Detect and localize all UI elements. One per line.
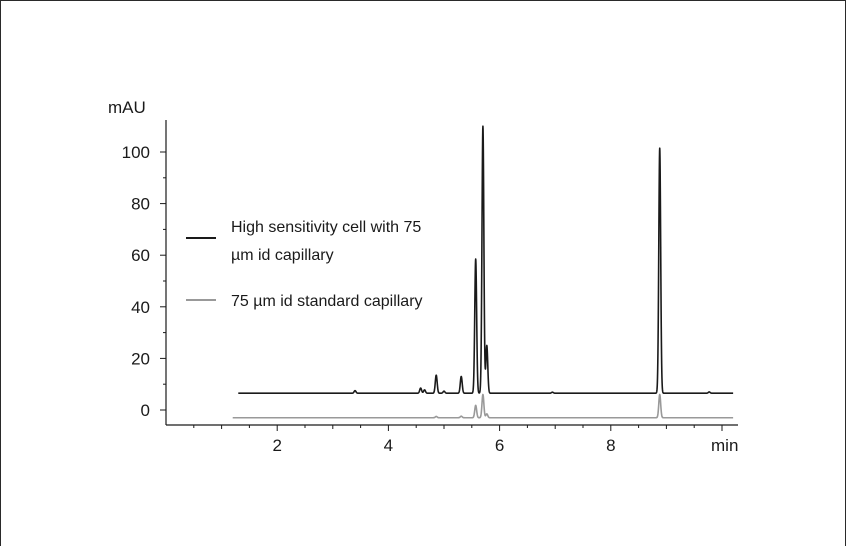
x-tick-label: 2 xyxy=(272,436,281,455)
y-tick-label: 80 xyxy=(131,195,150,214)
y-tick-label: 0 xyxy=(141,401,150,420)
legend-label-high-sensitivity-line2: µm id capillary xyxy=(231,247,334,264)
series-line-high-sensitivity xyxy=(237,125,734,395)
x-axis-label: min xyxy=(711,436,738,455)
y-axis-label: mAU xyxy=(108,98,146,117)
y-tick-label: 100 xyxy=(122,143,150,162)
legend: High sensitivity cell with 75 µm id capi… xyxy=(186,219,423,310)
x-tick-label: 4 xyxy=(384,436,393,455)
series-layer xyxy=(232,125,734,419)
legend-label-high-sensitivity-line1: High sensitivity cell with 75 xyxy=(231,219,421,236)
y-tick-label: 40 xyxy=(131,298,150,317)
series-line-standard-capillary xyxy=(232,393,734,419)
x-tick-label: 6 xyxy=(495,436,504,455)
legend-label-standard-capillary: 75 µm id standard capillary xyxy=(231,293,423,310)
x-tick-label: 8 xyxy=(606,436,615,455)
y-tick-label: 20 xyxy=(131,349,150,368)
axes: 0 20 40 60 80 100 2 4 6 8 xyxy=(122,120,738,455)
y-tick-label: 60 xyxy=(131,246,150,265)
